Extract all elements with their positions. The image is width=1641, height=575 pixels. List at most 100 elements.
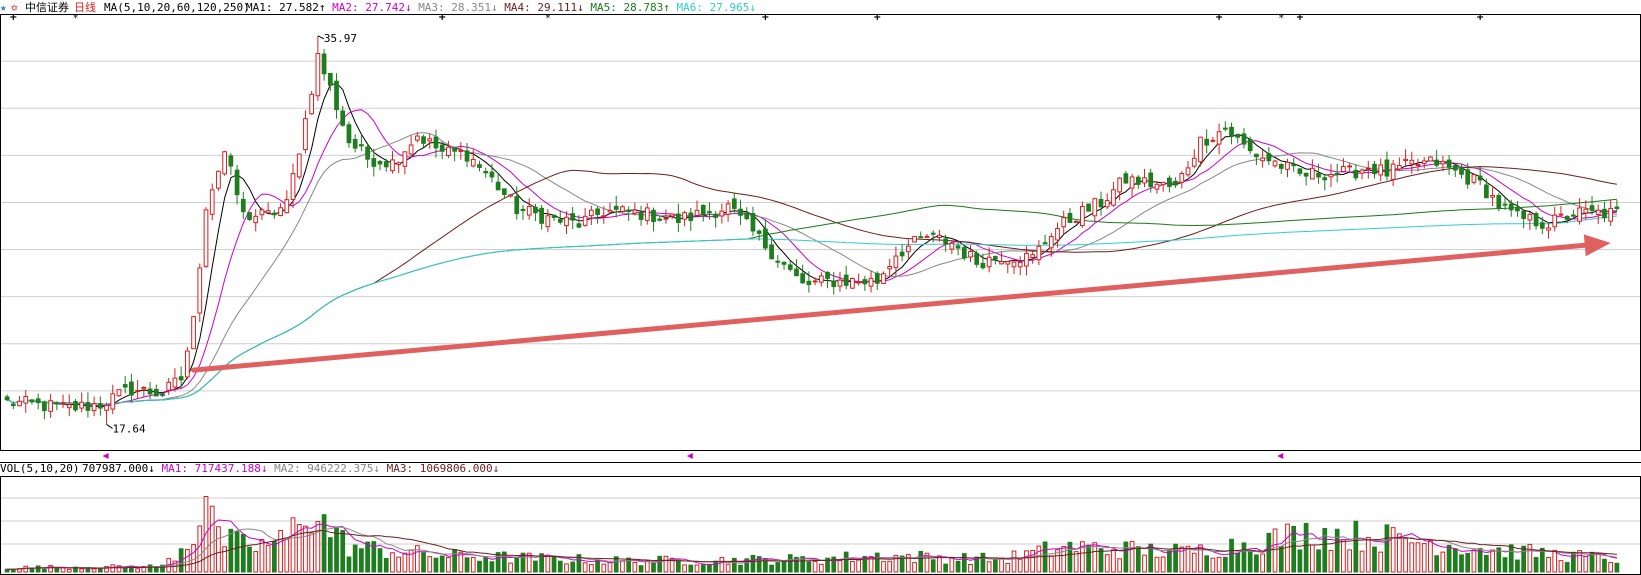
candle-body bbox=[1017, 262, 1023, 268]
range-marker bbox=[686, 453, 693, 459]
candle-body bbox=[1104, 200, 1110, 208]
candle-body bbox=[1179, 172, 1185, 183]
volume-bar bbox=[160, 564, 165, 573]
volume-bar bbox=[334, 527, 339, 573]
candle-body bbox=[1409, 159, 1415, 165]
volume-bar bbox=[309, 532, 315, 573]
volume-bar bbox=[713, 560, 719, 573]
volume-bar bbox=[1421, 543, 1427, 573]
volume-bar bbox=[1148, 543, 1154, 573]
candle-body bbox=[707, 211, 712, 214]
candle-body bbox=[1459, 167, 1464, 175]
volume-bar bbox=[1533, 557, 1539, 573]
volume-bar bbox=[110, 564, 116, 573]
candle-body bbox=[564, 216, 569, 227]
volume-bar bbox=[222, 546, 228, 573]
volume-bar bbox=[1117, 558, 1123, 573]
candle-body bbox=[986, 256, 992, 268]
candle-body bbox=[651, 209, 656, 223]
volume-bar bbox=[352, 544, 358, 573]
candle-body bbox=[862, 279, 868, 285]
trend-arrow-head bbox=[1583, 234, 1611, 257]
candle-body bbox=[1148, 172, 1154, 188]
volume-bar bbox=[265, 544, 271, 573]
event-marker: * bbox=[72, 13, 78, 24]
candle-body bbox=[1098, 198, 1104, 208]
volume-bar bbox=[147, 564, 153, 573]
volume-bar bbox=[576, 554, 582, 573]
volume-bar bbox=[930, 559, 936, 573]
volume-bar bbox=[1229, 538, 1234, 573]
high-price-label: 35.97 bbox=[324, 32, 357, 45]
volume-bar bbox=[744, 558, 750, 573]
volume-bar bbox=[1167, 549, 1172, 573]
volume-bar bbox=[1104, 554, 1110, 573]
volume-bar bbox=[831, 556, 837, 573]
candle-body bbox=[1154, 183, 1160, 190]
candle-body bbox=[781, 261, 787, 265]
star-icon[interactable]: ★ bbox=[0, 1, 7, 14]
candle-body bbox=[1111, 189, 1116, 206]
volume-bar bbox=[1334, 528, 1340, 573]
volume-bar bbox=[974, 556, 980, 573]
candle-body bbox=[694, 209, 700, 216]
candle-body bbox=[1129, 176, 1135, 189]
candle-body bbox=[1173, 180, 1178, 186]
gear-icon[interactable]: ✡ bbox=[11, 1, 18, 14]
volume-bar bbox=[501, 551, 507, 573]
volume-bar bbox=[321, 514, 327, 573]
candle-body bbox=[1328, 173, 1334, 178]
candle-body bbox=[315, 53, 321, 97]
candle-body bbox=[365, 146, 370, 160]
volume-bar bbox=[1179, 546, 1185, 573]
candle-body bbox=[42, 401, 47, 412]
candle-body bbox=[334, 80, 339, 111]
candle-body bbox=[533, 206, 538, 214]
volume-bar bbox=[247, 546, 252, 573]
volume-bar bbox=[228, 528, 234, 573]
volume-bar bbox=[1552, 549, 1558, 573]
volume-bar bbox=[303, 525, 308, 573]
volume-bar bbox=[1198, 544, 1203, 573]
volume-bar bbox=[669, 557, 675, 573]
volume-bar bbox=[1322, 528, 1328, 573]
volume-bar bbox=[1005, 563, 1011, 573]
volume-bar bbox=[1086, 544, 1091, 573]
candle-body bbox=[955, 245, 961, 249]
vol-value: 707987.000↓ bbox=[82, 462, 161, 475]
volume-bar bbox=[1092, 542, 1098, 573]
candle-body bbox=[1440, 160, 1446, 165]
candle-body bbox=[1254, 153, 1259, 158]
candle-body bbox=[682, 212, 687, 220]
volume-bar bbox=[632, 562, 638, 573]
vol-ma-item-2: MA2: 946222.375↓ bbox=[267, 462, 380, 475]
candle-body bbox=[73, 401, 78, 411]
candle-body bbox=[477, 164, 482, 168]
volume-bar bbox=[1539, 547, 1545, 573]
candle-body bbox=[160, 393, 165, 396]
volume-bar bbox=[1055, 549, 1060, 573]
volume-bar bbox=[240, 534, 246, 573]
candle-body bbox=[203, 209, 209, 267]
candle-body bbox=[1073, 220, 1079, 223]
volume-bar bbox=[135, 568, 140, 573]
candle-body bbox=[1216, 131, 1222, 145]
ma-item-6: MA6: 27.965↓ bbox=[676, 1, 755, 14]
volume-bar bbox=[570, 561, 576, 573]
range-marker bbox=[1277, 453, 1284, 459]
candle-body bbox=[632, 209, 638, 214]
candle-body bbox=[371, 158, 377, 167]
volume-bar bbox=[719, 556, 725, 573]
candle-body bbox=[1496, 195, 1502, 209]
candle-body bbox=[501, 188, 507, 195]
candle-body bbox=[937, 234, 942, 238]
volume-bar bbox=[42, 568, 47, 573]
candle-body bbox=[725, 203, 731, 215]
period-label[interactable]: 日线 bbox=[74, 0, 96, 14]
candle-body bbox=[17, 400, 22, 407]
volume-bar bbox=[446, 556, 451, 573]
candle-body bbox=[253, 215, 259, 224]
volume-bar bbox=[862, 556, 868, 573]
candle-body bbox=[446, 146, 451, 156]
